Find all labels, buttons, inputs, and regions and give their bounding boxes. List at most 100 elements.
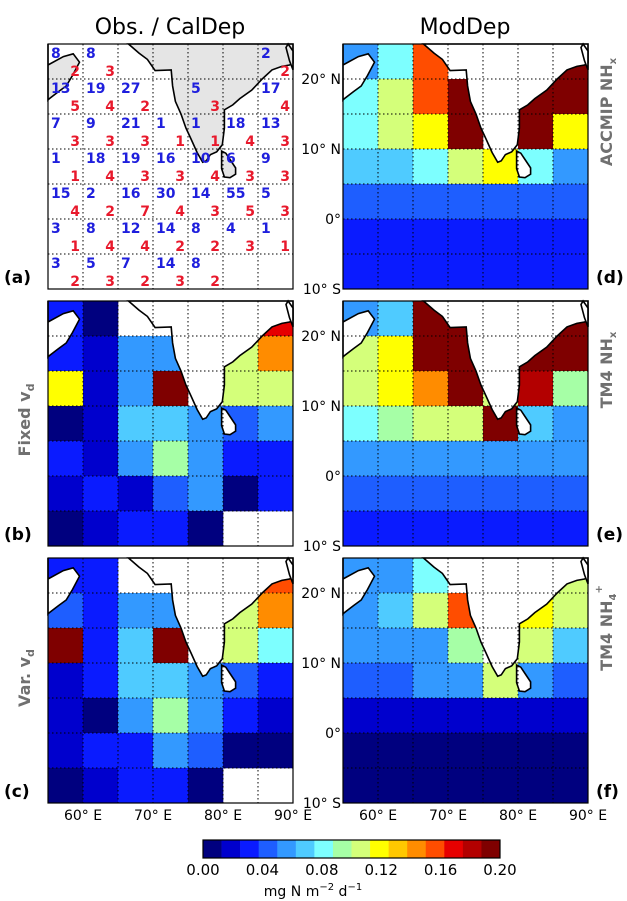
sample-count-label: 3 — [210, 204, 220, 220]
colorbar-swatch — [407, 840, 427, 858]
heat-cell — [343, 219, 379, 255]
heat-cell — [343, 733, 379, 769]
sample-count-label: 4 — [140, 239, 150, 255]
sample-count-label: 1 — [70, 169, 80, 185]
heat-cell — [258, 336, 294, 372]
heat-cell — [413, 733, 449, 769]
x-tick-label: 60° E — [359, 808, 397, 824]
heat-cell — [258, 698, 294, 734]
heat-cell — [258, 593, 294, 629]
heat-cell — [413, 79, 449, 115]
heat-cell — [448, 768, 484, 804]
obs-count-label: 3 — [51, 256, 61, 272]
coastline-sri-lanka — [515, 149, 532, 179]
heat-cell — [413, 149, 449, 185]
heat-cell — [223, 441, 259, 477]
x-tick-label: 90° E — [274, 808, 312, 824]
obs-count-label: 19 — [121, 151, 140, 167]
heat-cell — [413, 593, 449, 629]
heat-cell — [48, 768, 84, 804]
heat-cell — [378, 114, 414, 150]
heat-cell — [413, 768, 449, 804]
panel-letter-d: (d) — [596, 268, 624, 288]
panel-f-tm4-nh4 — [342, 556, 589, 804]
heat-cell — [378, 593, 414, 629]
heat-cell — [48, 476, 84, 512]
heat-cell — [378, 406, 414, 442]
heat-cell — [448, 219, 484, 255]
colorbar-swatch — [388, 840, 408, 858]
panel-letter-b: (b) — [4, 525, 32, 545]
sample-count-label: 2 — [175, 239, 185, 255]
obs-count-label: 16 — [156, 151, 175, 167]
heat-cell — [153, 511, 189, 547]
colorbar-tick-label: 0.12 — [364, 861, 397, 879]
y-tick-label: 10° S — [303, 796, 341, 812]
colorbar-swatch — [370, 840, 389, 858]
coastline-sri-lanka — [515, 663, 532, 693]
y-tick-labels: 20° N 10° N 0° 10° S 20° N 10° N 0° 10° S 20° N 1… — [301, 72, 341, 812]
coastline-burma — [580, 42, 589, 71]
heat-cell — [378, 336, 414, 372]
y-tick-label: 20° N — [301, 586, 341, 602]
heat-cell — [83, 441, 119, 477]
heat-cell — [343, 371, 379, 407]
heat-cell — [223, 733, 259, 769]
heat-cell — [378, 44, 414, 80]
heat-cell — [153, 698, 189, 734]
heat-cell — [258, 628, 294, 664]
sample-count-label: 4 — [245, 134, 255, 150]
panel-frame — [47, 43, 294, 290]
sample-count-label: 4 — [105, 169, 115, 185]
obs-count-label: 13 — [51, 81, 70, 97]
heat-cell — [413, 698, 449, 734]
heat-cell — [188, 733, 224, 769]
sample-count-label: 3 — [280, 204, 290, 220]
colorbar-tick-label: 0.08 — [305, 861, 338, 879]
coastline-sri-lanka — [220, 149, 237, 179]
heat-cell — [553, 371, 589, 407]
heat-cell — [518, 184, 554, 220]
heat-cell — [258, 733, 294, 769]
y-tick-label: 0° — [325, 469, 341, 485]
heat-cell — [223, 371, 259, 407]
obs-count-label: 3 — [51, 221, 61, 237]
heat-cell — [413, 476, 449, 512]
heat-cell — [518, 114, 554, 150]
coastline-sri-lanka — [220, 663, 237, 693]
heat-cell — [343, 476, 379, 512]
obs-count-label: 18 — [226, 116, 245, 132]
sample-count-label: 3 — [175, 169, 185, 185]
heat-cell — [153, 663, 189, 699]
heat-cell — [483, 698, 519, 734]
colorbar-tick-label: 0.16 — [424, 861, 457, 879]
heat-cell — [48, 371, 84, 407]
colorbar-swatch — [295, 840, 315, 858]
row-label-var-vd: Var. vd — [15, 649, 37, 707]
heat-cell — [378, 79, 414, 115]
heat-cell — [258, 663, 294, 699]
sample-count-label: 3 — [280, 169, 290, 185]
obs-count-label: 9 — [86, 116, 96, 132]
coastline-arabia — [47, 44, 81, 102]
heat-cell — [378, 558, 414, 594]
colorbar-tick-label: 0.00 — [186, 861, 219, 879]
coastline-arabia — [47, 558, 81, 616]
heat-cell — [378, 768, 414, 804]
heat-cell — [153, 733, 189, 769]
heat-cell — [343, 184, 379, 220]
sample-count-label: 3 — [175, 274, 185, 290]
obs-count-label: 14 — [156, 221, 176, 237]
heat-cell — [553, 593, 589, 629]
heat-cell — [448, 511, 484, 547]
heat-cell — [83, 663, 119, 699]
sample-count-label: 2 — [140, 274, 150, 290]
coastline-burma — [285, 299, 294, 328]
heat-cell — [378, 149, 414, 185]
y-tick-label: 10° S — [303, 282, 341, 298]
obs-count-label: 4 — [226, 221, 236, 237]
panel-a-obs-counts: 8283221351942725317473932131111184133111… — [47, 42, 294, 290]
heat-cell — [343, 628, 379, 664]
coastline-india — [421, 557, 589, 678]
sample-count-label: 1 — [280, 239, 290, 255]
